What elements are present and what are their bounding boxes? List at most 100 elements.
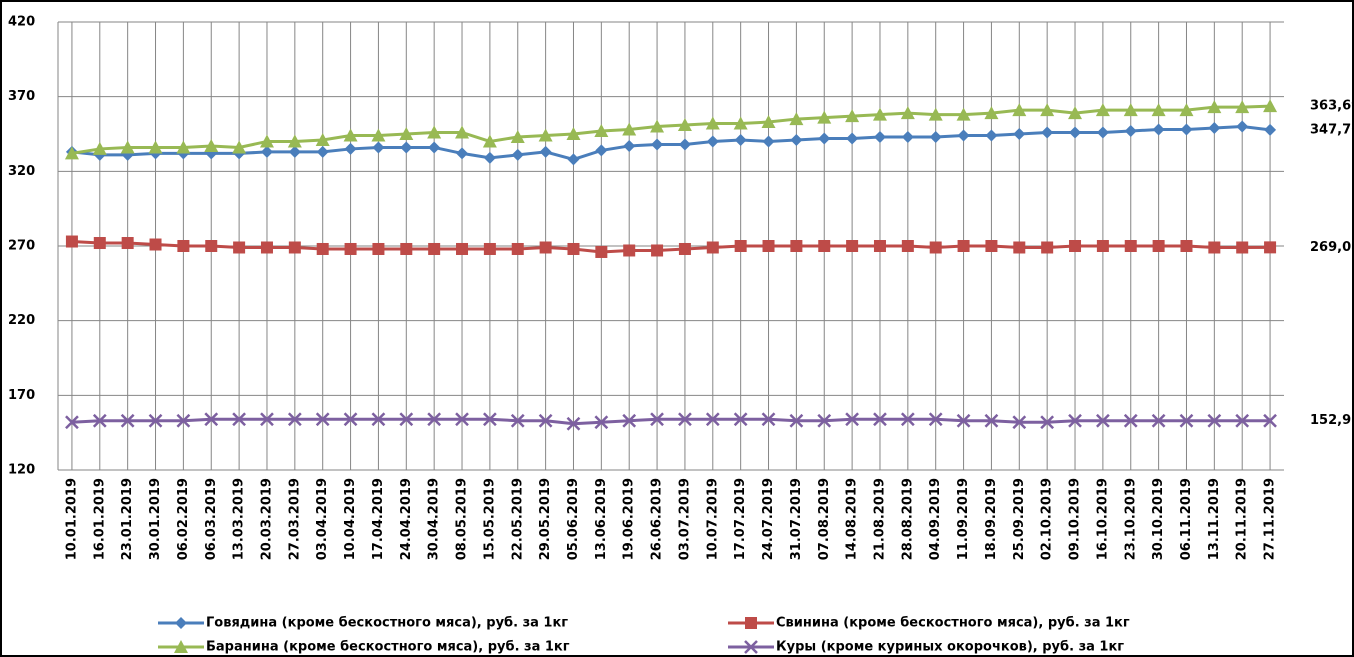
marker [344,242,357,255]
marker [287,412,302,427]
marker [1040,415,1055,430]
x-tick-label: 06.03.2019 [204,478,219,560]
marker [120,413,135,428]
marker [1207,100,1222,114]
marker [539,145,552,158]
marker [762,135,775,148]
x-tick-label: 17.07.2019 [733,478,748,560]
marker [595,144,608,157]
marker [483,412,497,427]
marker [1264,241,1277,254]
x-tick-label: 02.10.2019 [1040,478,1055,560]
marker [873,130,886,143]
x-tick-label: 30.10.2019 [1151,478,1166,560]
marker [1236,241,1249,254]
legend-item: Говядина (кроме бескостного мяса), руб. … [158,616,568,631]
x-tick-label: 30.01.2019 [148,478,163,560]
marker [1041,126,1054,139]
marker [1040,103,1055,117]
marker [371,128,386,142]
marker [316,145,329,158]
marker [744,640,758,654]
marker [651,244,664,257]
marker [846,240,859,252]
x-tick-label: 16.10.2019 [1095,478,1110,560]
marker [64,146,79,160]
marker [984,413,999,428]
marker [594,415,609,430]
marker [745,617,757,629]
x-tick-label: 06.11.2019 [1179,478,1194,560]
marker [65,235,78,248]
marker [315,412,330,427]
marker [818,240,831,252]
marker [1123,103,1138,117]
marker [456,147,469,160]
marker [538,413,553,428]
legend-label: Баранина (кроме бескостного мяса), руб. … [206,640,570,655]
value-label: 152,98 [1310,413,1354,428]
marker [1236,120,1249,133]
marker [594,124,609,138]
marker [148,140,163,154]
y-tick-label: 170 [8,388,35,403]
marker [734,133,747,146]
marker [678,138,691,151]
marker [483,151,496,164]
x-tick-label: 21.08.2019 [872,478,887,560]
marker [1151,103,1166,117]
marker [400,242,413,255]
marker [232,140,247,154]
marker [121,237,134,250]
x-tick-label: 10.04.2019 [343,478,358,560]
marker [901,240,914,252]
y-tick-label: 220 [8,313,35,328]
marker [901,130,914,143]
y-tick-label: 370 [8,89,35,104]
marker [1179,103,1194,117]
marker [985,240,998,252]
x-tick-label: 07.08.2019 [817,478,832,560]
marker [343,412,358,427]
marker [482,134,497,148]
marker [900,106,915,120]
marker [566,416,581,431]
x-tick-label: 14.08.2019 [845,478,860,560]
marker [1263,99,1278,113]
marker [343,128,358,142]
marker [678,242,691,255]
x-tick-label: 05.06.2019 [566,478,581,560]
marker [789,112,804,126]
marker [845,109,860,123]
marker [538,128,553,142]
marker [817,413,832,428]
marker [956,413,971,428]
marker [566,127,581,140]
marker [174,640,188,653]
marker [957,129,970,142]
x-tick-label: 03.07.2019 [677,478,692,560]
marker [372,242,385,255]
marker [762,240,775,252]
marker [399,127,414,140]
marker [287,134,302,148]
marker [233,241,246,254]
marker [957,240,970,252]
x-tick-label: 13.06.2019 [594,478,609,560]
marker [1068,106,1083,120]
marker [761,412,776,427]
marker [873,240,886,252]
marker [790,133,803,146]
x-tick-label: 09.10.2019 [1068,478,1083,560]
marker [483,242,496,255]
marker [149,238,162,251]
marker [204,412,219,427]
marker [567,242,580,255]
marker [1124,125,1137,138]
marker [1208,122,1221,135]
marker [734,240,747,252]
x-tick-label: 29.05.2019 [538,478,553,560]
marker [567,153,580,166]
x-tick-label: 19.06.2019 [622,478,637,560]
